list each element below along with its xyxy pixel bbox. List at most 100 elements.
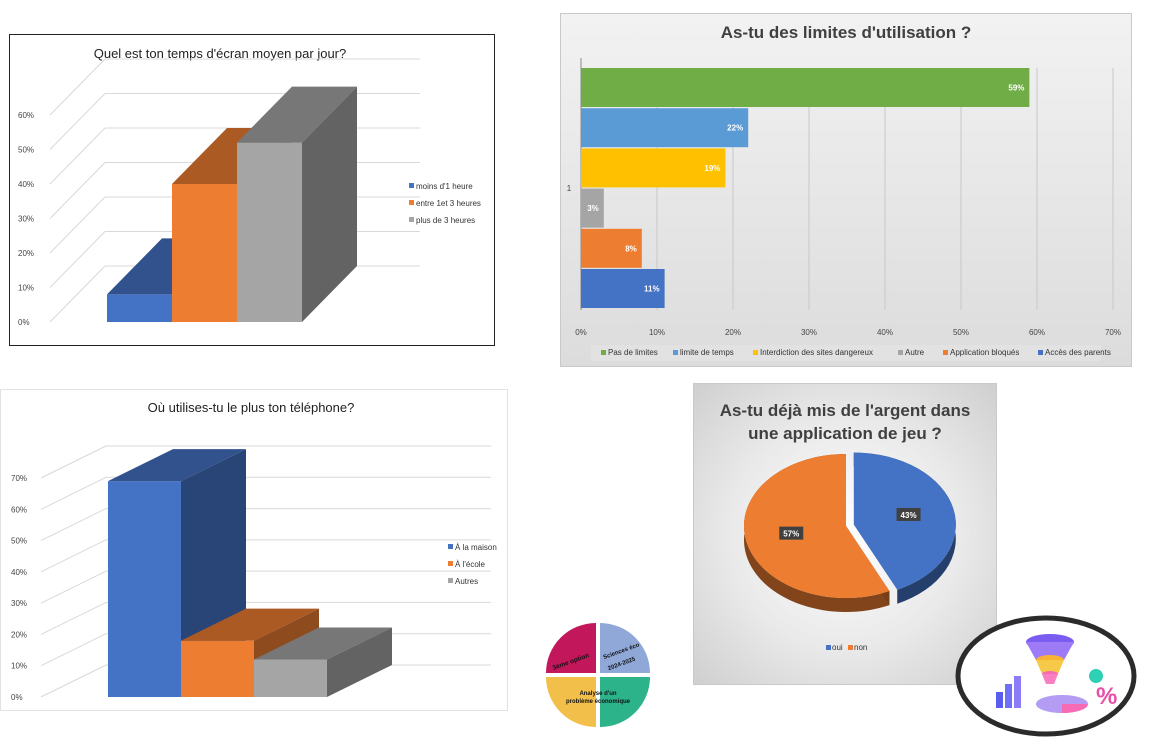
gridline-diag — [40, 633, 107, 667]
legend-background — [591, 345, 1101, 361]
data-label: 22% — [727, 124, 743, 133]
bar: 22% — [581, 108, 749, 148]
legend-swatch — [1038, 350, 1043, 355]
chart-screen-time-panel: Quel est ton temps d'écran moyen par jou… — [9, 34, 495, 346]
bar-fill — [581, 188, 604, 228]
gridline-diag — [49, 162, 106, 219]
bar-top — [237, 86, 357, 143]
logo-quadrant-pink — [546, 623, 596, 673]
badge-graphic: % — [955, 615, 1137, 737]
legend-label: Interdiction des sites dangereux — [760, 348, 873, 357]
gridline-diag — [49, 58, 106, 116]
bar-front — [108, 481, 181, 697]
data-label: 8% — [625, 244, 637, 253]
gridline-diag — [49, 231, 106, 288]
bar: 59% — [581, 68, 1030, 107]
legend-label: Accès des parents — [1045, 348, 1111, 357]
bar-front — [107, 294, 172, 322]
logo-text-analyse: Analyse d'un — [579, 691, 616, 697]
y-tick-label: 10% — [18, 284, 34, 293]
x-tick-label: 0% — [575, 328, 587, 337]
x-tick-label: 60% — [1029, 328, 1045, 337]
pie-slice: 43% — [853, 452, 956, 604]
legend-swatch — [409, 200, 414, 205]
gridline-diag — [40, 539, 107, 573]
data-label: 11% — [644, 285, 660, 294]
pie-slice-top — [744, 454, 890, 598]
bar-front — [181, 640, 254, 697]
bar: 19% — [581, 148, 726, 188]
legend-label: Autre — [905, 348, 925, 357]
chart-usage-limits: As-tu des limites d'utilisation ? 0% 10% 2… — [567, 23, 1121, 361]
chart-screen-time: Quel est ton temps d'écran moyen par jou… — [18, 46, 481, 327]
y-tick-label: 40% — [18, 180, 34, 189]
legend-label: entre 1et 3 heures — [416, 199, 481, 208]
y-tick-label: 60% — [11, 505, 27, 514]
gridline-diag — [49, 127, 106, 185]
chart-title: As-tu des limites d'utilisation ? — [721, 23, 972, 42]
bar: 11% — [581, 269, 665, 308]
chart-title-line-1: As-tu déjà mis de l'argent dans — [720, 401, 971, 420]
bar-top — [108, 449, 246, 482]
legend-label: À l'école — [455, 560, 486, 569]
chart-game-spending: As-tu déjà mis de l'argent dans une appl… — [720, 401, 971, 652]
bars — [108, 449, 392, 697]
legend-swatch — [448, 578, 453, 583]
legend-swatch — [943, 350, 948, 355]
x-tick-label: 30% — [801, 328, 817, 337]
gridline-diag — [49, 93, 106, 150]
data-label: 3% — [587, 204, 599, 213]
gridline-diag — [49, 265, 106, 323]
chart-title: Où utilises-tu le plus ton téléphone? — [148, 400, 355, 415]
bar — [254, 627, 392, 697]
logo-graphic: 3ème option Sciences éco 2024-2025 Analy… — [546, 623, 650, 727]
chart-title: Quel est ton temps d'écran moyen par jou… — [94, 46, 347, 61]
legend-swatch — [753, 350, 758, 355]
chart-usage-limits-panel: As-tu des limites d'utilisation ? 0% 10% 2… — [560, 13, 1132, 367]
bar-graph-icon — [996, 676, 1021, 708]
legend-label: À la maison — [455, 543, 497, 552]
legend-label: limite de temps — [680, 348, 734, 357]
x-tick-label: 70% — [1105, 328, 1121, 337]
x-tick-label: 10% — [649, 328, 665, 337]
legend: oui non — [826, 643, 867, 652]
bar-top — [254, 627, 392, 660]
legend-label: plus de 3 heures — [416, 216, 475, 225]
data-label: 59% — [1008, 84, 1024, 93]
y-tick-label: 10% — [11, 662, 27, 671]
logo-text-probleme: problème économique — [566, 699, 631, 705]
bar-fill — [581, 108, 749, 148]
y-tick-label: 30% — [11, 599, 27, 608]
y-tick-label: 20% — [11, 630, 27, 639]
y-tick-label: 60% — [18, 111, 34, 120]
legend-swatch — [448, 544, 453, 549]
bar — [237, 86, 357, 322]
x-tick-label: 40% — [877, 328, 893, 337]
y-tick-label: 0% — [11, 693, 23, 702]
logo-quadrant-blue — [600, 623, 650, 673]
legend-swatch — [826, 645, 831, 650]
analytics-badge: % — [954, 612, 1146, 740]
gridline-diag — [40, 508, 107, 542]
percent-icon: % — [1096, 683, 1117, 710]
dot-icon — [1089, 669, 1103, 683]
gridline-diag — [40, 601, 107, 635]
bar-side — [302, 86, 357, 322]
bar-side — [327, 627, 392, 697]
pie-disc-icon — [1036, 695, 1088, 713]
y-tick-label: 50% — [11, 537, 27, 546]
pie: 43% 57% — [744, 452, 956, 612]
y-tick-label: 20% — [18, 249, 34, 258]
legend-label: Autres — [455, 577, 478, 586]
bar-front — [172, 184, 237, 322]
funnel-icon — [1026, 634, 1074, 684]
legend-label: non — [854, 643, 867, 652]
y-tick-label: 0% — [18, 318, 30, 327]
y-tick-label: 70% — [11, 474, 27, 483]
legend-swatch — [409, 183, 414, 188]
gridline-diag — [40, 445, 107, 479]
bar-fill — [581, 269, 665, 308]
data-label-box — [779, 526, 804, 540]
logo-quadrant-yellow — [546, 677, 596, 727]
legend-swatch — [409, 217, 414, 222]
